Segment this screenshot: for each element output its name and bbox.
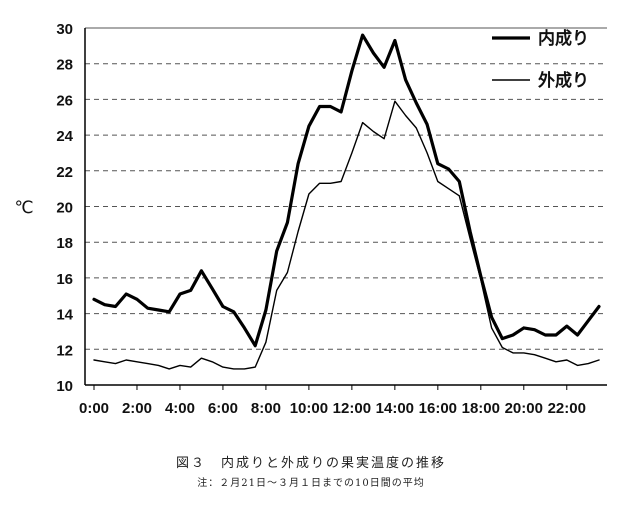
x-tick-label: 10:00 [290,400,328,417]
chart-svg: 10 12 14 16 18 20 22 24 26 28 30 0:00 2:00 4:00 6:00 8:… [14,21,607,417]
x-tick-label: 4:00 [165,400,195,417]
figure-note: 注：２月21日～３月１日までの10日間の平均 [197,478,425,489]
x-tick-label: 18:00 [462,400,500,417]
y-tick-label: 14 [56,307,73,324]
y-tick-label: 24 [56,128,73,145]
series-line-outer [93,100,600,370]
x-tick-label: 12:00 [333,400,371,417]
x-tick-label: 0:00 [79,400,109,417]
y-tick-label: 16 [56,271,73,288]
y-tick-label: 12 [56,342,73,359]
x-tick-label: 22:00 [548,400,586,417]
y-tick-label: 28 [56,57,73,74]
y-tick-label: 30 [56,21,73,38]
y-axis-label: ℃ [14,198,33,218]
figure-caption: 図３ 内成りと外成りの果実温度の推移 [175,456,446,471]
y-tick-label: 10 [56,378,73,395]
x-tick-label: 6:00 [208,400,238,417]
x-tick-label: 20:00 [505,400,543,417]
y-tick-label: 20 [56,200,73,217]
legend-label-outer: 外成り [538,70,589,91]
x-tick-label: 2:00 [122,400,152,417]
series-line-inner [92,33,601,348]
x-tick-label: 16:00 [419,400,457,417]
legend-label-inner: 内成り [538,28,589,49]
x-tick-label: 14:00 [376,400,414,417]
y-tick-label: 22 [56,164,73,181]
y-tick-label: 26 [56,92,73,109]
x-tick-label: 8:00 [251,400,281,417]
y-tick-label: 18 [56,235,73,252]
